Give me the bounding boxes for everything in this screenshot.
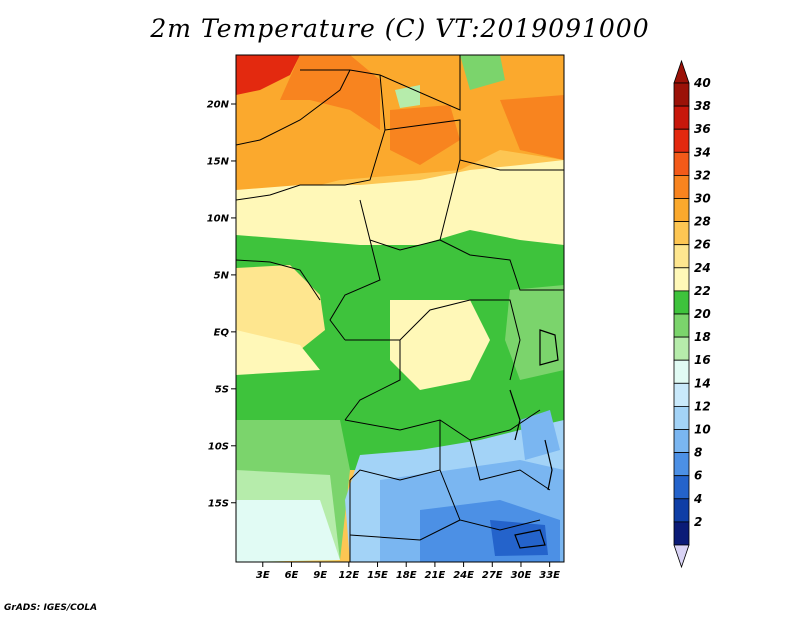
colorbar-label: 38 xyxy=(694,99,711,113)
region-36c xyxy=(236,55,300,95)
colorbar-label: 14 xyxy=(694,376,711,390)
credit-text: GrADS: IGES/COLA xyxy=(4,603,98,613)
lon-tick-label: 3E xyxy=(256,570,270,581)
colorbar-swatch xyxy=(673,382,690,407)
lon-tick-label: 12E xyxy=(338,570,359,581)
lat-tick-label: 15N xyxy=(207,156,230,167)
colorbar-swatch xyxy=(673,267,690,292)
colorbar-label: 20 xyxy=(694,307,711,321)
lat-tick-label: 10N xyxy=(207,213,230,224)
colorbar-top-arrow xyxy=(673,59,690,84)
colorbar-label: 24 xyxy=(694,261,711,275)
lon-tick-label: 33E xyxy=(539,570,560,581)
region-20c-east xyxy=(505,285,564,380)
lat-tick-label: 15S xyxy=(208,498,229,509)
colorbar-swatch xyxy=(673,429,690,454)
colorbar-swatch xyxy=(673,336,690,361)
region-26c-gulf xyxy=(236,265,325,350)
region-18c-tibesti xyxy=(395,85,420,108)
colorbar-swatch xyxy=(673,244,690,269)
colorbar-label: 28 xyxy=(694,215,711,229)
temperature-field xyxy=(236,55,564,562)
colorbar-bottom-arrow xyxy=(673,544,690,569)
longitude-axis: 3E 6E 9E 12E 15E 18E 21E 24E 27E 30E 33E xyxy=(256,562,560,581)
latitude-axis: 20N 15N 10N 5N EQ 5S 10S 15S xyxy=(207,99,236,509)
colorbar-label: 32 xyxy=(694,168,711,182)
lon-tick-label: 15E xyxy=(367,570,388,581)
region-12c-east xyxy=(520,410,560,460)
colorbar-swatch xyxy=(673,475,690,500)
colorbar-label: 26 xyxy=(694,238,711,252)
lat-tick-label: 5N xyxy=(214,270,230,281)
colorbar-label: 2 xyxy=(694,515,702,529)
lon-tick-label: 24E xyxy=(453,570,474,581)
region-32c-sudan xyxy=(500,95,564,160)
colorbar-swatch xyxy=(673,498,690,523)
colorbar-swatch xyxy=(673,198,690,223)
lat-tick-label: EQ xyxy=(214,327,230,338)
colorbar-swatch xyxy=(673,128,690,153)
lat-tick-label: 10S xyxy=(208,441,229,452)
chart-title: 2m Temperature (C) VT:2019091000 xyxy=(150,14,650,43)
lat-tick-label: 5S xyxy=(215,384,229,395)
region-20c-north xyxy=(460,55,505,90)
colorbar-label: 18 xyxy=(694,330,711,344)
country-borders xyxy=(236,55,564,562)
colorbar-label: 16 xyxy=(694,353,711,367)
lon-tick-label: 30E xyxy=(511,570,532,581)
colorbar-label: 12 xyxy=(694,399,711,413)
lon-tick-label: 6E xyxy=(285,570,299,581)
colorbar-label: 30 xyxy=(694,192,711,206)
colorbar-label: 40 xyxy=(693,76,711,90)
colorbar-swatch xyxy=(673,521,690,546)
colorbar-swatch xyxy=(673,82,690,107)
colorbar-label: 8 xyxy=(694,446,702,460)
colorbar-label: 4 xyxy=(693,492,702,506)
colorbar: 40 38 36 34 32 30 28 26 24 22 20 18 16 14 12 10 8 6 4 2 xyxy=(673,59,711,569)
colorbar-label: 6 xyxy=(694,469,702,483)
map-frame xyxy=(235,54,565,563)
region-24c-congo xyxy=(390,300,490,390)
region-16c-atlantic xyxy=(236,500,340,562)
colorbar-swatch xyxy=(673,290,690,315)
region-32c-libya xyxy=(280,55,380,130)
colorbar-label: 36 xyxy=(694,122,711,136)
colorbar-swatch xyxy=(673,452,690,477)
colorbar-swatch xyxy=(673,174,690,199)
lon-tick-label: 9E xyxy=(313,570,327,581)
region-24c-atlantic xyxy=(236,330,320,375)
colorbar-label: 34 xyxy=(694,145,711,159)
colorbar-swatch xyxy=(673,151,690,176)
lon-tick-label: 21E xyxy=(425,570,446,581)
colorbar-swatch xyxy=(673,359,690,384)
colorbar-swatch xyxy=(673,221,690,246)
colorbar-swatch xyxy=(673,105,690,130)
colorbar-label: 22 xyxy=(694,284,711,298)
colorbar-swatch xyxy=(673,313,690,338)
lakes-and-coast xyxy=(509,329,559,549)
region-32c-chad xyxy=(390,105,460,165)
lat-tick-label: 20N xyxy=(207,99,230,110)
colorbar-swatch xyxy=(673,405,690,430)
lon-tick-label: 18E xyxy=(396,570,417,581)
lon-tick-label: 27E xyxy=(482,570,503,581)
colorbar-label: 10 xyxy=(694,423,711,437)
